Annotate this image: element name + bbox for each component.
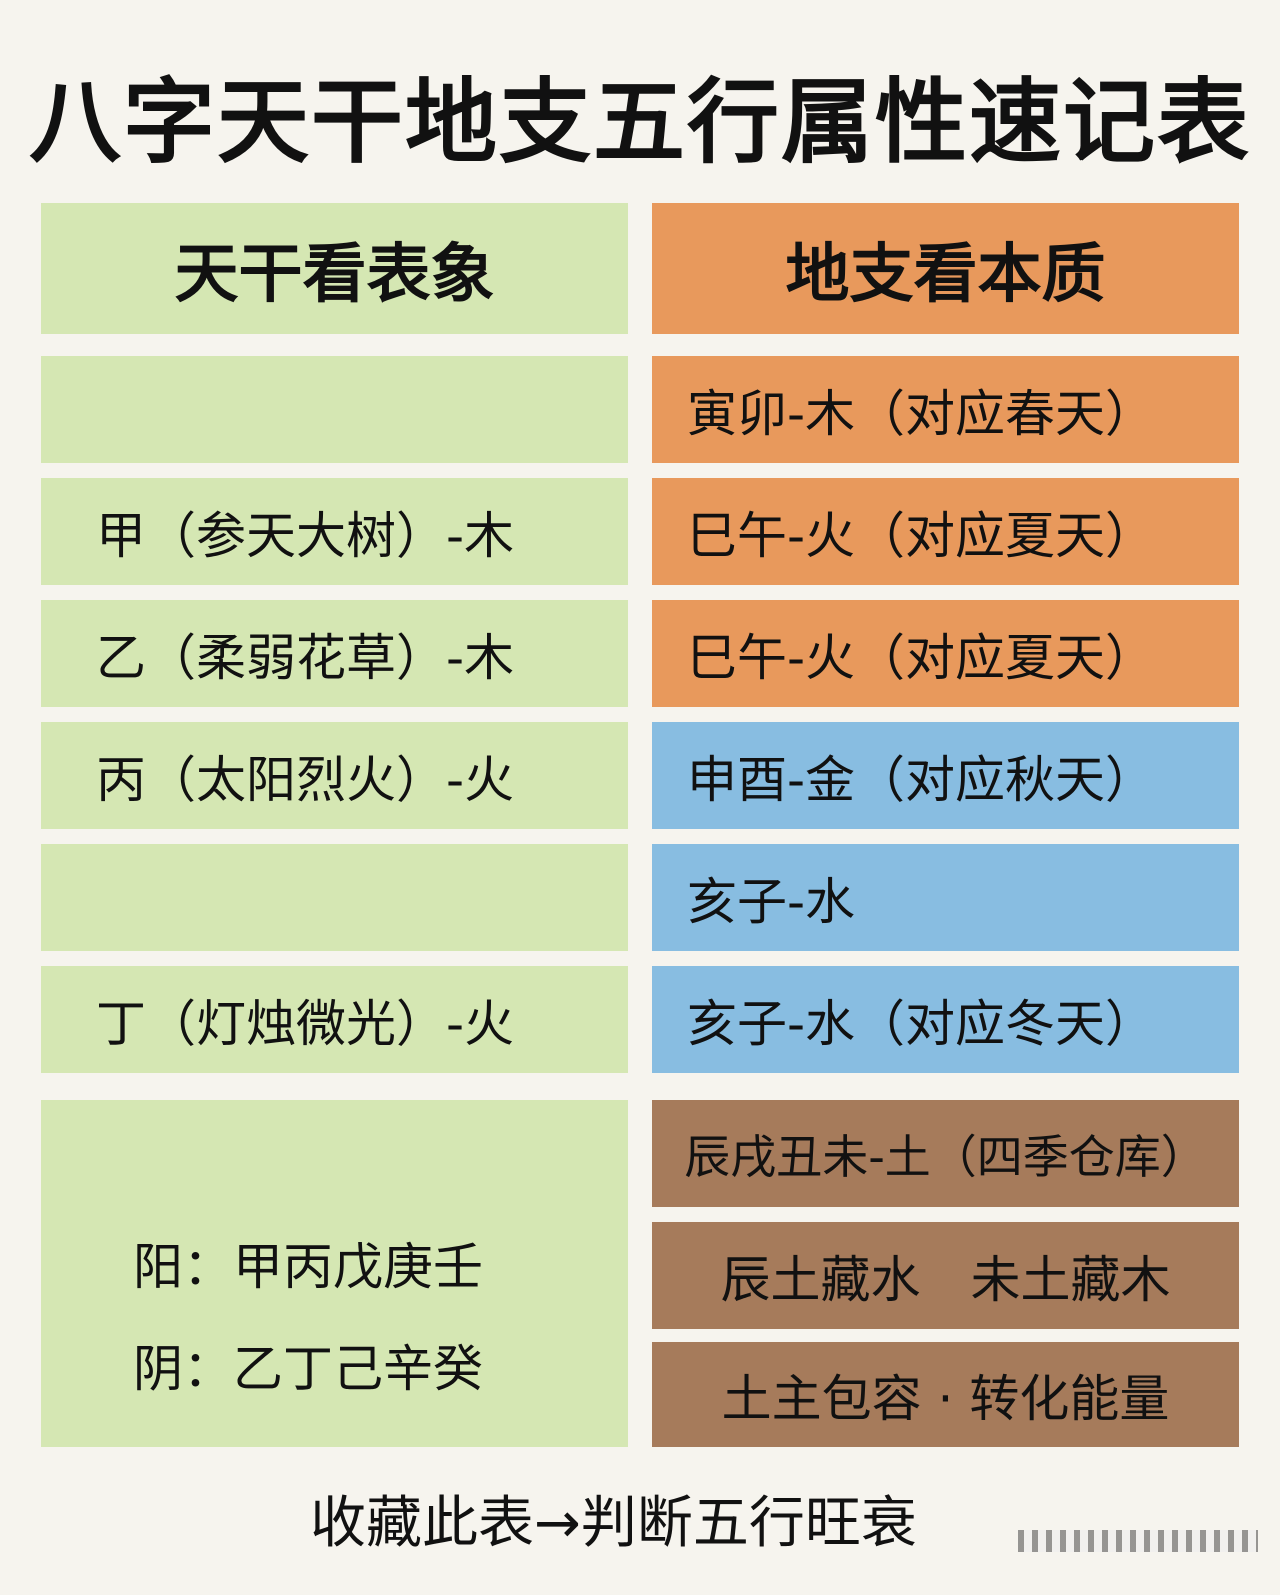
right-row: 巳午-火（对应夏天） [652, 478, 1239, 585]
left-row: 甲（参天大树）-木 [41, 478, 628, 585]
right-row: 申酉-金（对应秋天） [652, 722, 1239, 829]
yinyang-block: 阳：甲丙戊庚壬 阴：乙丁己辛癸 [41, 1100, 628, 1447]
earth-row: 辰戌丑未-土（四季仓库） [652, 1100, 1239, 1207]
right-row: 亥子-水 [652, 844, 1239, 951]
left-row [41, 844, 628, 951]
left-row [41, 356, 628, 463]
earth-row: 辰土藏水 未土藏木 [652, 1222, 1239, 1329]
yang-stems: 阳：甲丙戊庚壬 [133, 1237, 483, 1296]
left-row: 丙（太阳烈火）-火 [41, 722, 628, 829]
footer-caption: 收藏此表→判断五行旺衰 [310, 1491, 917, 1556]
left-row: 丁（灯烛微光）-火 [41, 966, 628, 1073]
left-row: 乙（柔弱花草）-木 [41, 600, 628, 707]
right-header: 地支看本质 [652, 203, 1239, 334]
left-header: 天干看表象 [41, 203, 628, 334]
page-title: 八字天干地支五行属性速记表 [28, 69, 1251, 176]
yin-stems: 阴：乙丁己辛癸 [133, 1339, 483, 1398]
right-row: 巳午-火（对应夏天） [652, 600, 1239, 707]
right-row: 亥子-水（对应冬天） [652, 966, 1239, 1073]
right-row: 寅卯-木（对应春天） [652, 356, 1239, 463]
earth-row: 土主包容 · 转化能量 [652, 1342, 1239, 1447]
watermark [1018, 1530, 1258, 1552]
